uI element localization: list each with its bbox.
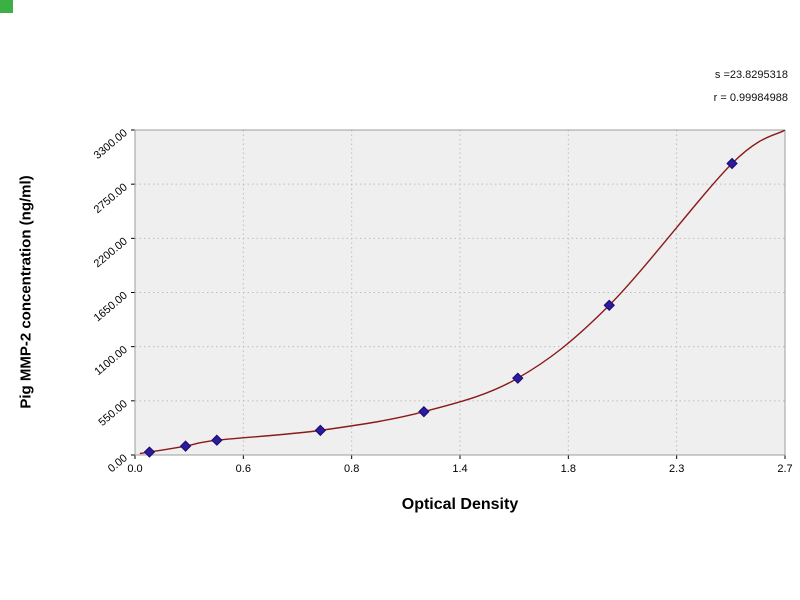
x-axis-title: Optical Density <box>401 496 519 513</box>
y-tick-label: 1100.00 <box>92 344 130 378</box>
data-point-marker <box>726 157 738 170</box>
data-point-marker <box>143 446 156 458</box>
data-point-marker <box>179 440 192 452</box>
data-point-marker <box>512 372 524 384</box>
y-tick-label: 2200.00 <box>92 235 130 270</box>
x-tick-label: 0.6 <box>236 463 251 475</box>
y-axis-title: Pig MMP-2 concentration (ng/ml) <box>17 175 35 409</box>
plot-border <box>134 129 786 456</box>
y-tick-label: 0.00 <box>106 452 130 475</box>
data-point-marker <box>603 299 615 312</box>
y-tick-label: 1650.00 <box>92 290 130 325</box>
data-point-marker <box>211 434 223 446</box>
y-tick-label: 3300.00 <box>92 127 130 162</box>
x-tick-label: 1.8 <box>561 463 576 475</box>
data-point-marker <box>314 424 327 437</box>
fit-statistics: s =23.8295318 r = 0.99984988 <box>714 64 788 110</box>
watermark-square <box>0 0 13 13</box>
data-point-marker <box>418 405 430 418</box>
x-tick-label: 2.7 <box>777 463 792 475</box>
y-tick-label: 2750.00 <box>92 181 130 216</box>
y-tick-label: 550.00 <box>96 398 129 429</box>
stat-s-value: s =23.8295318 <box>714 69 788 81</box>
x-tick-label: 0.0 <box>127 463 142 475</box>
x-tick-label: 0.8 <box>344 463 359 475</box>
stat-r-value: r = 0.99984988 <box>713 92 788 105</box>
x-tick-label: 1.4 <box>452 463 467 475</box>
x-tick-label: 2.3 <box>669 463 684 475</box>
